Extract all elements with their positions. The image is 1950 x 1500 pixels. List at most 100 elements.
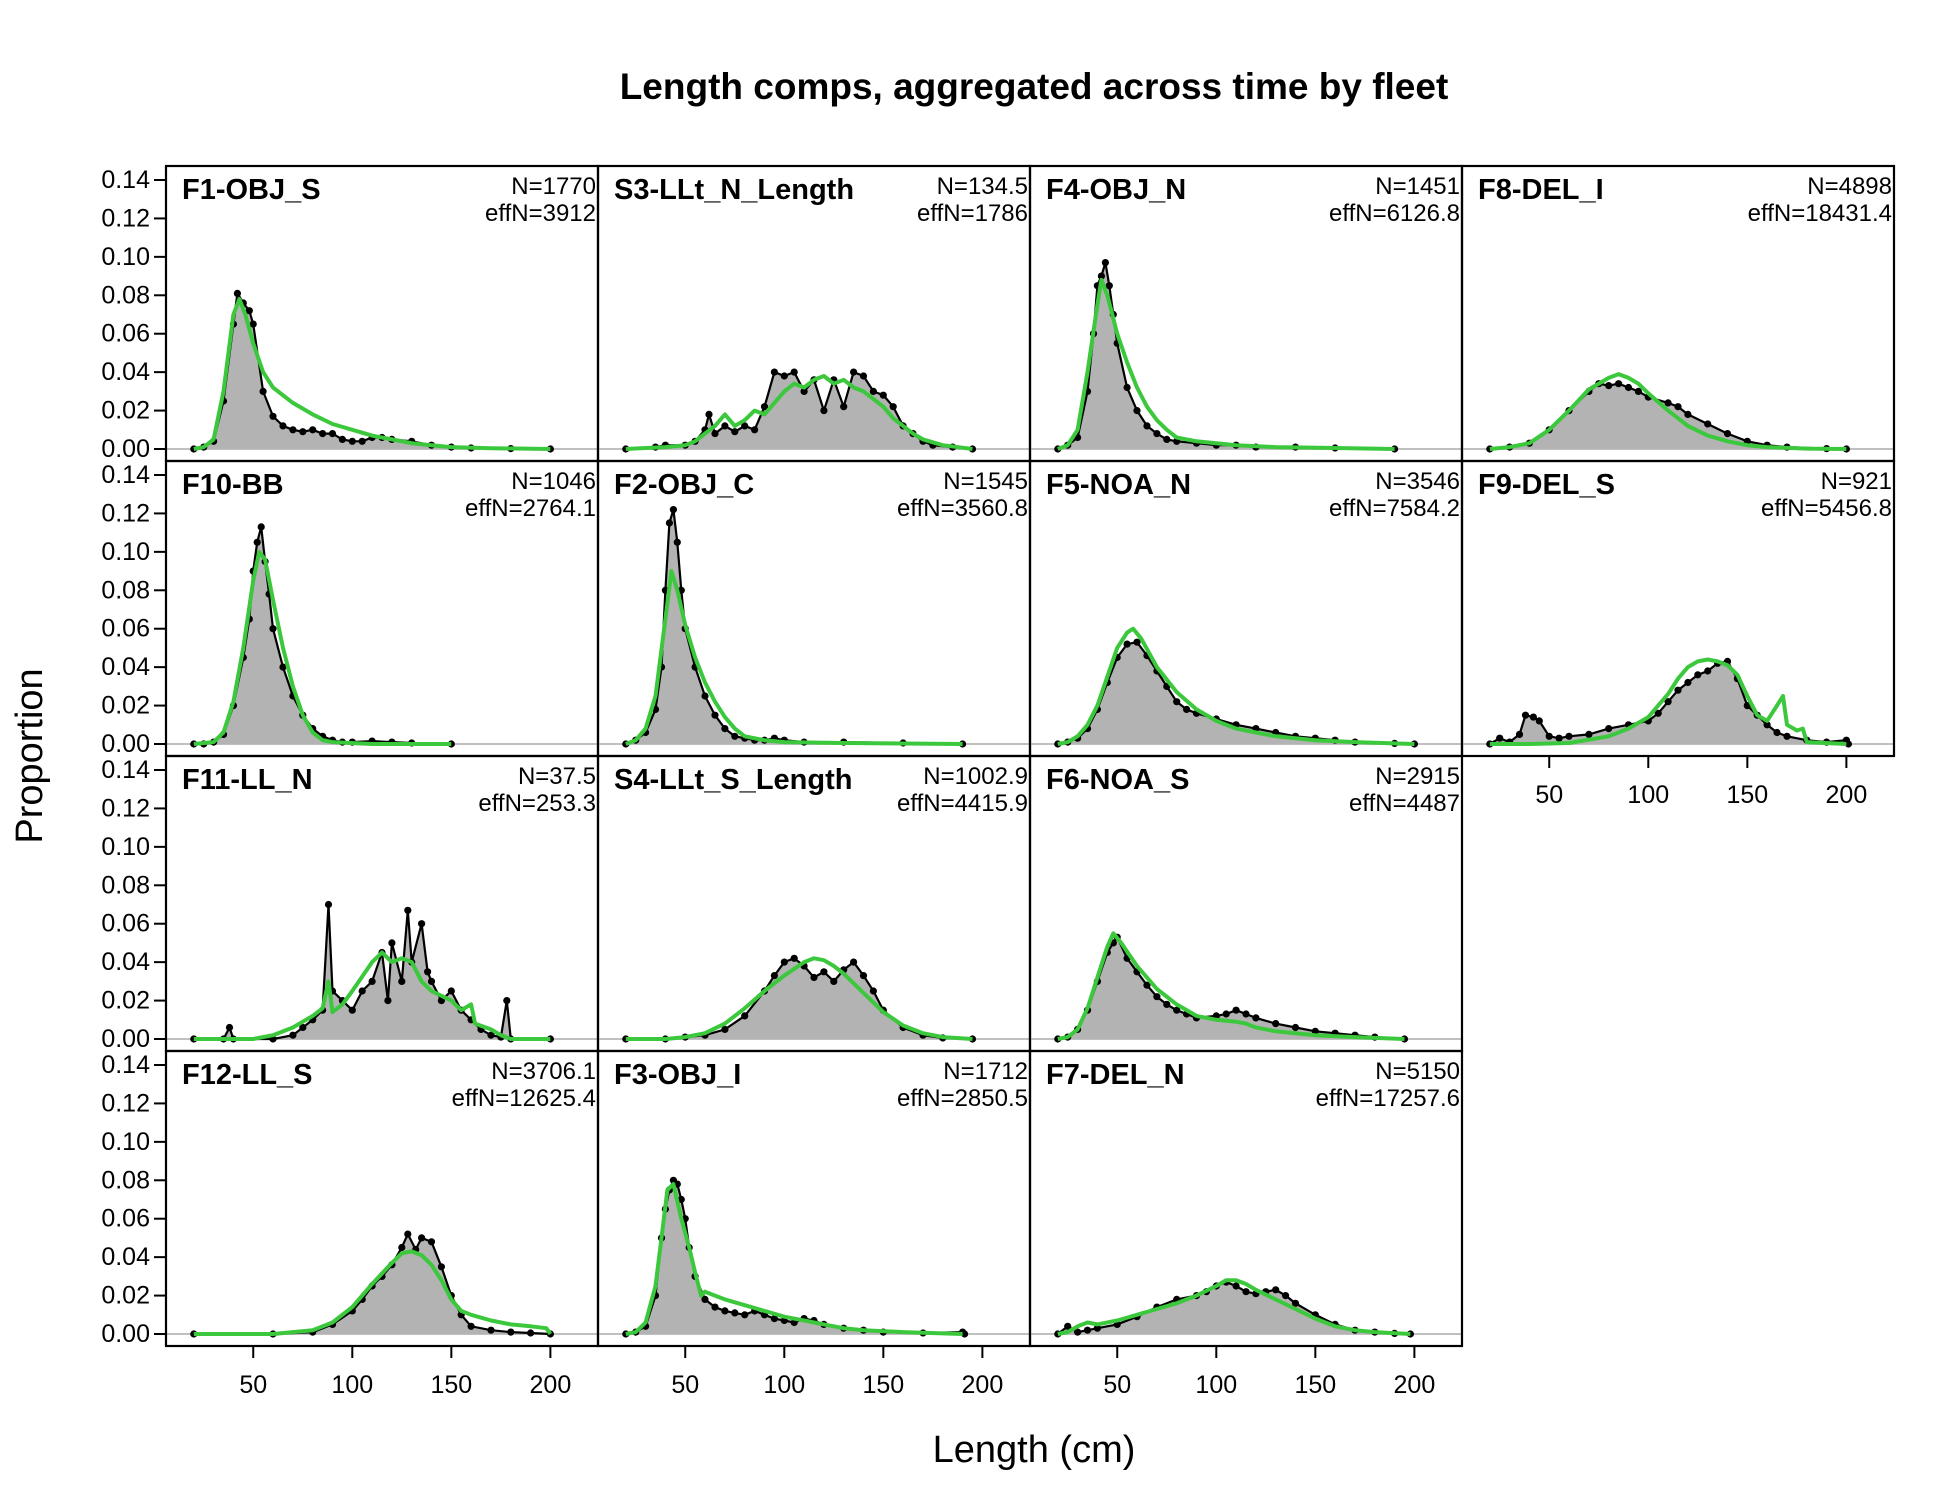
observed-point [1763,721,1771,729]
panel-label: S4-LLt_S_Length [614,764,852,796]
observed-point [328,430,337,438]
x-tick-label: 50 [239,1371,267,1399]
effective-sample-size-label: effN=4487 [1349,790,1460,817]
expected-line [1489,372,1847,451]
observed-point [1083,1326,1092,1334]
observed-point [253,538,261,546]
x-tick-label: 50 [671,1371,699,1399]
observed-point [859,372,868,380]
panel-frame [1460,459,1896,758]
x-tick-label: 200 [1826,781,1868,809]
sample-size-label: N=4898 [1807,173,1892,200]
panel-label: F11-LL_N [182,764,313,796]
effective-sample-size-label: effN=253.3 [478,790,596,817]
x-axis: 50 100 150 200 [671,1346,1003,1399]
observed-point [259,387,267,395]
observed-point [711,711,719,719]
observed-point [1272,1286,1280,1294]
effective-sample-size-label: effN=2850.5 [897,1085,1028,1112]
observed-point [1535,717,1543,725]
y-tick-label: 0.12 [101,499,150,527]
observed-point [705,410,713,418]
panel-label: F2-OBJ_C [614,469,754,501]
x-tick-label: 50 [1103,1371,1131,1399]
sample-size-label: N=1002.9 [923,763,1028,790]
expected-line [1057,931,1405,1041]
observed-point [1704,420,1712,428]
observed-area [193,1234,551,1334]
effective-sample-size-label: effN=3560.8 [897,495,1028,522]
observed-point [859,972,868,980]
observed-point [279,663,287,671]
observed-point [1232,1006,1240,1014]
observed-point [225,1023,234,1032]
observed-point [348,1006,356,1014]
sample-size-label: N=1770 [511,173,596,200]
observed-point [1173,698,1181,706]
observed-point [1272,1020,1280,1028]
observed-point [358,437,366,445]
sample-size-label: N=37.5 [518,763,596,790]
panel-label: S3-LLt_N_Length [614,174,854,206]
observed-point [1163,1000,1171,1009]
observed-point [850,368,858,376]
x-tick-label: 100 [763,1371,805,1399]
expected-line [625,374,973,451]
expected-line [625,956,973,1041]
observed-point [398,977,406,986]
y-tick-label: 0.06 [101,1205,150,1233]
observed-point [1291,1023,1300,1032]
y-tick-label: 0.00 [101,1320,150,1348]
effective-sample-size-label: effN=4415.9 [897,790,1028,817]
panel-label: F8-DEL_I [1478,174,1604,206]
observed-point [830,977,838,986]
observed-point [1105,282,1113,290]
observed-point [1704,667,1712,675]
observed-point [1291,1299,1300,1307]
effective-sample-size-label: effN=1786 [917,200,1028,227]
y-axis: 0.00 0.02 0.04 0.06 0.08 0.10 0.12 0.14 [101,756,166,1053]
y-axis: 0.00 0.02 0.04 0.06 0.08 0.10 0.12 0.14 [101,166,166,463]
x-tick-label: 100 [1195,1371,1237,1399]
observed-point [1242,1288,1250,1296]
observed-point [669,506,678,514]
observed-point [1844,740,1852,748]
observed-point [1153,993,1161,1001]
chart-title: Length comps, aggregated across time by … [620,66,1449,107]
y-tick-label: 0.10 [101,833,150,861]
observed-point [1565,732,1573,740]
observed-point [447,987,455,995]
observed-point [721,1307,729,1315]
sample-size-label: N=1451 [1375,173,1460,200]
expected-line [1057,626,1415,746]
observed-area [625,958,973,1039]
x-axis: 50 100 150 200 [1535,756,1867,809]
observed-point [770,368,779,376]
sample-size-label: N=3706.1 [491,1058,596,1085]
observed-point [1143,422,1151,430]
observed-point [780,372,788,380]
x-tick-label: 200 [962,1371,1004,1399]
x-tick-label: 200 [1394,1371,1436,1399]
expected-line [193,297,551,451]
observed-point [820,407,828,415]
observed-area [1057,937,1405,1039]
y-tick-label: 0.12 [101,1089,150,1117]
observed-point [348,437,356,445]
effective-sample-size-label: effN=5456.8 [1761,495,1892,522]
observed-point [721,1025,729,1033]
observed-point [721,422,729,430]
observed-point [731,428,739,436]
observed-point [1515,730,1524,739]
panel-label: F3-OBJ_I [614,1059,741,1091]
observed-point [507,1328,515,1336]
observed-point [487,1326,495,1334]
observed-point [1585,730,1593,739]
observed-point [1664,399,1672,407]
y-tick-label: 0.02 [101,692,150,720]
sample-size-label: N=5150 [1375,1058,1460,1085]
observed-point [418,1234,426,1242]
